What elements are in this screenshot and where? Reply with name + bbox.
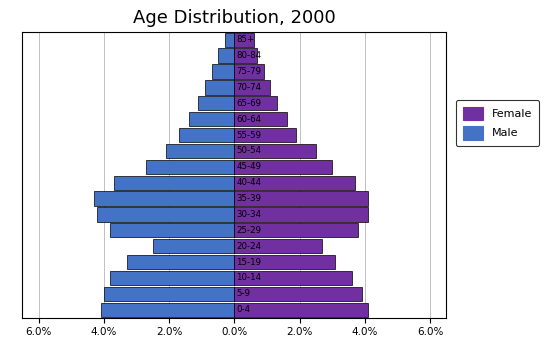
Bar (179, 128, 234, 142)
Text: 80-84: 80-84 (237, 51, 262, 60)
Bar (199, 96, 234, 110)
Title: Age Distribution, 2000: Age Distribution, 2000 (133, 10, 336, 28)
Bar (218, 48, 234, 63)
Text: 25-29: 25-29 (237, 226, 261, 235)
Text: 85+: 85+ (237, 35, 254, 44)
Bar (234, 287, 362, 301)
Text: 15-19: 15-19 (237, 258, 261, 267)
Bar (146, 160, 234, 174)
Bar (234, 175, 355, 190)
Bar (234, 144, 316, 158)
Text: 55-59: 55-59 (237, 131, 261, 139)
Bar (166, 144, 234, 158)
Text: 65-69: 65-69 (237, 99, 261, 108)
Bar (234, 303, 368, 317)
Bar (234, 96, 277, 110)
Bar (104, 287, 234, 301)
Bar (234, 255, 335, 269)
Bar (110, 271, 234, 285)
Bar (110, 223, 234, 238)
Bar (234, 160, 332, 174)
Bar (153, 239, 234, 253)
Bar (100, 303, 234, 317)
Bar (234, 48, 257, 63)
Text: 35-39: 35-39 (237, 194, 261, 203)
Bar (211, 64, 234, 79)
Text: 50-54: 50-54 (237, 146, 262, 155)
Text: 40-44: 40-44 (237, 178, 262, 187)
Bar (234, 271, 352, 285)
Bar (234, 80, 270, 95)
Text: 5-9: 5-9 (237, 289, 251, 298)
Text: 30-34: 30-34 (237, 210, 262, 219)
Text: 0-4: 0-4 (237, 305, 251, 314)
Bar (234, 112, 287, 126)
Bar (97, 207, 234, 222)
Bar (234, 64, 264, 79)
Legend: Female, Male: Female, Male (456, 100, 539, 146)
Bar (234, 223, 358, 238)
Text: 60-64: 60-64 (237, 115, 262, 124)
Bar (127, 255, 234, 269)
Bar (234, 32, 254, 47)
Bar (189, 112, 234, 126)
Text: 70-74: 70-74 (237, 83, 262, 92)
Bar (234, 128, 296, 142)
Bar (234, 239, 323, 253)
Text: 75-79: 75-79 (237, 67, 261, 76)
Bar (234, 207, 368, 222)
Bar (114, 175, 234, 190)
Bar (205, 80, 234, 95)
Bar (224, 32, 234, 47)
Bar (94, 191, 234, 206)
Text: 10-14: 10-14 (237, 274, 262, 282)
Bar (234, 191, 368, 206)
Text: 20-24: 20-24 (237, 242, 262, 251)
Text: 45-49: 45-49 (237, 162, 261, 171)
